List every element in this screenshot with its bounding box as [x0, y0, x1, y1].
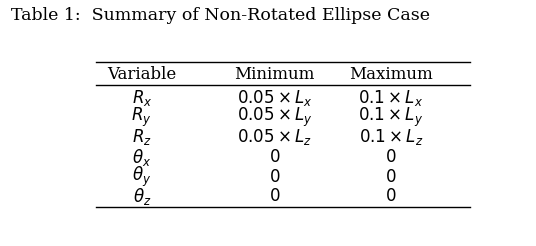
Text: Minimum: Minimum — [235, 66, 315, 83]
Text: $0.05 \times L_x$: $0.05 \times L_x$ — [237, 88, 312, 108]
Text: $0.1 \times L_x$: $0.1 \times L_x$ — [359, 88, 423, 108]
Text: $0.05 \times L_z$: $0.05 \times L_z$ — [237, 127, 312, 147]
Text: $R_y$: $R_y$ — [131, 106, 152, 129]
Text: $0$: $0$ — [385, 149, 397, 166]
Text: $\theta_y$: $\theta_y$ — [132, 165, 151, 189]
Text: $0$: $0$ — [385, 169, 397, 185]
Text: $0.1 \times L_z$: $0.1 \times L_z$ — [359, 127, 423, 147]
Text: $R_x$: $R_x$ — [131, 88, 152, 108]
Text: $\theta_x$: $\theta_x$ — [132, 147, 151, 168]
Text: $\theta_z$: $\theta_z$ — [132, 186, 151, 207]
Text: $0$: $0$ — [269, 149, 280, 166]
Text: $R_z$: $R_z$ — [132, 127, 152, 147]
Text: Table 1:  Summary of Non-Rotated Ellipse Case: Table 1: Summary of Non-Rotated Ellipse … — [11, 7, 430, 24]
Text: $0$: $0$ — [269, 169, 280, 185]
Text: Maximum: Maximum — [349, 66, 433, 83]
Text: $0$: $0$ — [385, 188, 397, 205]
Text: $0$: $0$ — [269, 188, 280, 205]
Text: $0.05 \times L_y$: $0.05 \times L_y$ — [237, 106, 312, 129]
Text: $0.1 \times L_y$: $0.1 \times L_y$ — [359, 106, 423, 129]
Text: Variable: Variable — [107, 66, 176, 83]
